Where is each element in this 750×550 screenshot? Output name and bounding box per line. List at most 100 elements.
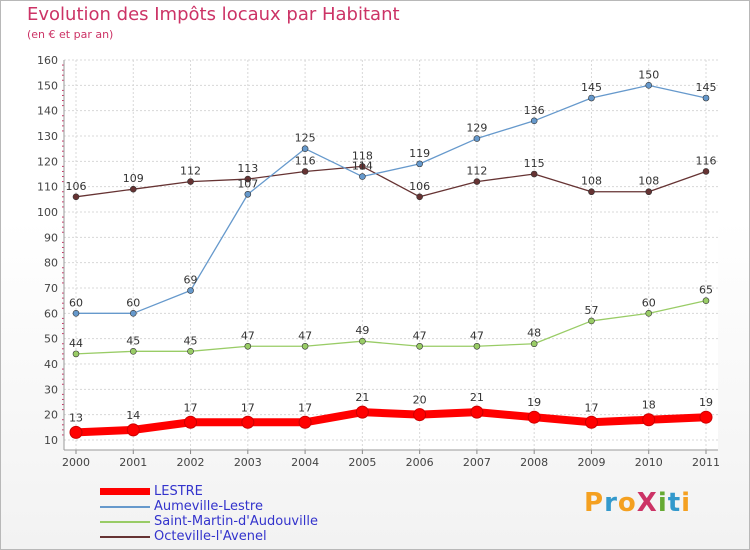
data-point-saint-martin-d-audouville bbox=[702, 297, 710, 304]
data-label-saint-martin-d-audouville: 60 bbox=[642, 296, 656, 309]
data-point-aumeville-lestre bbox=[187, 287, 194, 294]
grid bbox=[64, 59, 718, 450]
data-label-octeville-l-avenel: 108 bbox=[581, 175, 602, 188]
data-label-aumeville-lestre: 60 bbox=[69, 296, 83, 309]
data-point-octeville-l-avenel bbox=[702, 168, 710, 175]
y-tick-label: 80 bbox=[44, 257, 58, 270]
data-point-saint-martin-d-audouville bbox=[416, 342, 423, 350]
data-label-saint-martin-d-audouville: 48 bbox=[527, 327, 541, 340]
y-tick-label: 60 bbox=[44, 307, 58, 320]
data-label-octeville-l-avenel: 112 bbox=[180, 165, 201, 178]
legend-swatch-saint-martin bbox=[100, 521, 150, 523]
data-label-lestre: 21 bbox=[470, 391, 484, 404]
data-point-aumeville-lestre bbox=[72, 310, 80, 317]
data-label-aumeville-lestre: 150 bbox=[638, 68, 659, 81]
x-tick-label: 2002 bbox=[177, 456, 205, 469]
legend-item-saint-martin: Saint-Martin-d'Audouville bbox=[100, 514, 400, 529]
data-label-lestre: 14 bbox=[126, 409, 140, 422]
data-label-lestre: 21 bbox=[355, 391, 369, 404]
data-label-saint-martin-d-audouville: 47 bbox=[298, 329, 312, 342]
data-label-octeville-l-avenel: 116 bbox=[295, 154, 316, 167]
legend-swatch-octeville bbox=[100, 536, 150, 538]
data-label-saint-martin-d-audouville: 47 bbox=[241, 329, 255, 342]
x-tick-label: 2001 bbox=[119, 456, 147, 469]
x-tick-label: 2009 bbox=[577, 456, 605, 469]
data-label-saint-martin-d-audouville: 47 bbox=[470, 329, 484, 342]
y-tick-label: 40 bbox=[44, 358, 58, 371]
data-label-aumeville-lestre: 145 bbox=[581, 81, 602, 94]
data-point-aumeville-lestre bbox=[530, 117, 538, 125]
data-point-saint-martin-d-audouville bbox=[244, 342, 252, 350]
legend-label-saint-martin: Saint-Martin-d'Audouville bbox=[154, 514, 318, 529]
y-tick-label: 20 bbox=[44, 409, 58, 422]
data-point-octeville-l-avenel bbox=[473, 178, 481, 185]
data-point-aumeville-lestre bbox=[359, 173, 366, 180]
data-label-aumeville-lestre: 69 bbox=[184, 274, 198, 287]
chart-title: Evolution des Impôts locaux par Habitant bbox=[27, 4, 400, 25]
logo-letter: i bbox=[657, 488, 668, 518]
data-point-saint-martin-d-audouville bbox=[129, 348, 137, 355]
data-label-aumeville-lestre: 136 bbox=[524, 104, 545, 117]
series-line-aumeville-lestre bbox=[75, 84, 707, 314]
y-tick-label: 100 bbox=[37, 206, 58, 219]
data-label-lestre: 18 bbox=[642, 399, 656, 412]
y-tick-label: 150 bbox=[37, 79, 58, 92]
data-label-lestre: 19 bbox=[527, 396, 541, 409]
data-point-lestre bbox=[642, 413, 656, 427]
data-point-saint-martin-d-audouville bbox=[187, 348, 194, 355]
legend-label-octeville: Octeville-l'Avenel bbox=[154, 529, 267, 544]
data-point-aumeville-lestre bbox=[301, 145, 309, 152]
data-point-saint-martin-d-audouville bbox=[72, 350, 80, 358]
axes: 10 20 30 40 50 60 70 80 90 100 110 120 130 140 150 160 2… bbox=[37, 54, 720, 469]
data-point-octeville-l-avenel bbox=[359, 163, 366, 170]
y-tick-label: 50 bbox=[44, 333, 58, 346]
data-label-octeville-l-avenel: 112 bbox=[466, 165, 487, 178]
logo-letter: o bbox=[617, 488, 637, 518]
data-point-saint-martin-d-audouville bbox=[301, 342, 309, 350]
data-label-saint-martin-d-audouville: 45 bbox=[126, 334, 140, 347]
chart-subtitle: (en € et par an) bbox=[27, 28, 114, 41]
data-label-lestre: 20 bbox=[413, 394, 427, 407]
data-label-lestre: 13 bbox=[69, 411, 83, 424]
x-tick-label: 2007 bbox=[463, 456, 491, 469]
logo-letter: P bbox=[584, 488, 605, 518]
y-tick-label: 30 bbox=[44, 383, 58, 396]
data-point-octeville-l-avenel bbox=[244, 175, 252, 183]
data-point-lestre bbox=[298, 415, 312, 429]
data-point-aumeville-lestre bbox=[416, 160, 423, 168]
data-label-lestre: 17 bbox=[584, 401, 598, 414]
series bbox=[69, 82, 713, 439]
data-label-saint-martin-d-audouville: 57 bbox=[584, 304, 598, 317]
proxiti-logo: ProXiti bbox=[584, 488, 691, 518]
data-point-octeville-l-avenel bbox=[416, 193, 423, 201]
data-point-octeville-l-avenel bbox=[588, 188, 595, 196]
data-label-octeville-l-avenel: 106 bbox=[409, 180, 430, 193]
data-point-saint-martin-d-audouville bbox=[359, 337, 366, 345]
legend-label-lestre: LESTRE bbox=[154, 484, 203, 499]
data-label-saint-martin-d-audouville: 44 bbox=[69, 337, 83, 350]
data-point-aumeville-lestre bbox=[702, 94, 710, 102]
data-label-lestre: 17 bbox=[241, 401, 255, 414]
legend-label-aumeville-lestre: Aumeville-Lestre bbox=[154, 499, 263, 514]
data-point-saint-martin-d-audouville bbox=[530, 340, 538, 348]
series-line-octeville-l-avenel bbox=[75, 165, 707, 198]
x-tick-label: 2004 bbox=[291, 456, 319, 469]
data-label-octeville-l-avenel: 116 bbox=[696, 154, 717, 167]
data-label-saint-martin-d-audouville: 47 bbox=[413, 329, 427, 342]
data-point-lestre bbox=[184, 415, 198, 429]
x-tick-label: 2000 bbox=[62, 456, 90, 469]
data-point-octeville-l-avenel bbox=[645, 188, 653, 196]
data-point-lestre bbox=[355, 405, 369, 419]
data-label-lestre: 17 bbox=[184, 401, 198, 414]
x-tick-label: 2005 bbox=[348, 456, 376, 469]
data-label-aumeville-lestre: 119 bbox=[409, 147, 430, 160]
data-point-saint-martin-d-audouville bbox=[588, 317, 595, 325]
x-tick-label: 2006 bbox=[406, 456, 434, 469]
data-label-octeville-l-avenel: 108 bbox=[638, 175, 659, 188]
y-tick-label: 140 bbox=[37, 105, 58, 118]
data-labels: 106 109 112 113 116 118 106 112 115 108 108 116 44 45… bbox=[66, 68, 717, 424]
data-point-saint-martin-d-audouville bbox=[645, 310, 653, 317]
data-label-saint-martin-d-audouville: 65 bbox=[699, 284, 713, 297]
data-label-lestre: 17 bbox=[298, 401, 312, 414]
data-point-octeville-l-avenel bbox=[301, 168, 309, 175]
